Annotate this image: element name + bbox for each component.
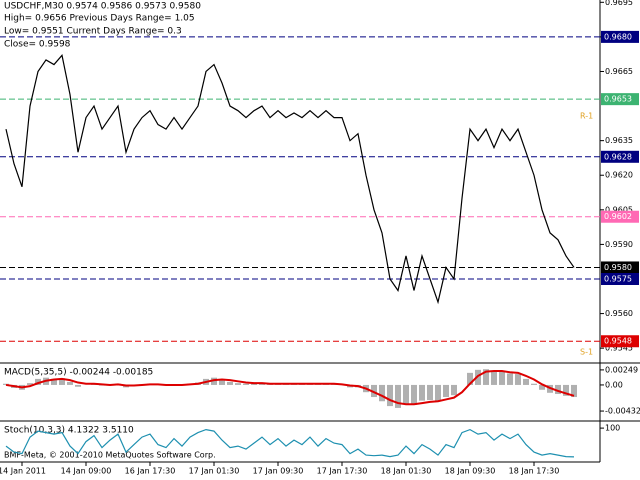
price-line [5,428,575,458]
y-tick-label: 0.9545 [605,344,633,353]
y-tick-label: 0.9620 [605,171,633,180]
histogram-bar [3,383,9,385]
x-tick-label: 14 Jan 2011 [0,467,46,476]
histogram-bar [27,383,33,385]
y-tick-label: 0.00249 [605,365,638,374]
histogram-bar [475,369,481,385]
y-tick-label: 0.9590 [605,240,633,249]
histogram-bar [555,384,561,395]
histogram-bar [483,369,489,385]
info-line: High= 0.9656 Previous Days Range= 1.05 [4,14,195,24]
histogram-bar [507,373,513,385]
level-label: 0.9628 [604,152,632,161]
level-label: 0.9548 [604,337,632,346]
histogram-bar [443,384,449,398]
histogram-bar [515,374,521,385]
price-title: USDCHF,M30 0.9574 0.9586 0.9573 0.9580 [4,2,201,12]
y-tick-label: 0.00 [605,380,623,389]
y-tick-label: 0.9560 [605,309,633,318]
level-box [601,30,639,43]
histogram-bar [571,384,577,398]
level-label: 0.9575 [604,274,632,283]
level-box [601,210,639,223]
histogram-bar [539,384,545,390]
info-line: Close= 0.9598 [4,40,71,50]
histogram-bar [387,384,393,407]
x-tick-label: 18 Jan 17:30 [509,467,560,476]
histogram-bar [51,378,57,385]
x-tick-label: 18 Jan 09:30 [445,467,496,476]
histogram-bar [523,378,529,385]
level-box [601,93,639,106]
level-box [601,261,639,274]
price-line [5,54,575,305]
histogram-bar [67,381,73,385]
x-tick-label: 17 Jan 17:30 [317,467,368,476]
level-box [601,150,639,163]
histogram-bar [235,383,241,385]
histogram-bar [419,384,425,401]
x-tick-label: 17 Jan 01:30 [189,467,240,476]
level-box [601,335,639,348]
y-tick-label: 0.9665 [605,67,633,76]
histogram-bar [59,378,65,385]
level-annotation: R-1 [580,112,593,121]
histogram-bar [563,384,569,396]
histogram-bar [403,384,409,405]
histogram-bar [75,384,81,387]
level-box [601,272,639,285]
histogram-bar [411,384,417,405]
histogram-bar [491,371,497,385]
macd-title: MACD(5,35,5) -0.00244 -0.00185 [4,368,153,378]
x-tick-label: 14 Jan 09:00 [61,467,112,476]
level-label: 0.9580 [604,263,632,272]
y-tick-label: 0.9635 [605,136,633,145]
histogram-bar [379,384,385,402]
stoch-title: Stoch(10,3,3) 4.1322 3.5110 [4,426,134,436]
histogram-bar [243,383,249,385]
histogram-bar [451,384,457,396]
histogram-bar [531,383,537,385]
copyright: BMF-Meta, © 2001-2010 MetaQuotes Softwar… [4,451,216,460]
info-line: Low= 0.9551 Current Days Range= 0.3 [4,27,182,37]
level-label: 0.9680 [604,32,632,41]
histogram-bar [371,384,377,398]
y-tick-label: 0.9605 [605,205,633,214]
y-tick-label: 100 [605,424,620,433]
histogram-bar [227,381,233,385]
histogram-bar [35,378,41,385]
histogram-bar [435,384,441,401]
x-tick-label: 16 Jan 17:30 [125,467,176,476]
histogram-bar [251,383,257,385]
histogram-bar [499,371,505,385]
y-tick-label: 0.9695 [605,0,633,7]
y-tick-label: -0.00432 [605,407,640,416]
x-tick-label: 18 Jan 01:30 [381,467,432,476]
histogram-bar [467,372,473,385]
histogram-bar [219,379,225,385]
level-label: 0.9602 [604,212,632,221]
level-label: 0.9653 [604,95,632,104]
signal-line [5,370,575,406]
histogram-bar [395,384,401,408]
x-tick-label: 17 Jan 09:30 [253,467,304,476]
histogram-bar [211,377,217,385]
level-annotation: S-1 [580,348,593,357]
histogram-bar [427,384,433,401]
